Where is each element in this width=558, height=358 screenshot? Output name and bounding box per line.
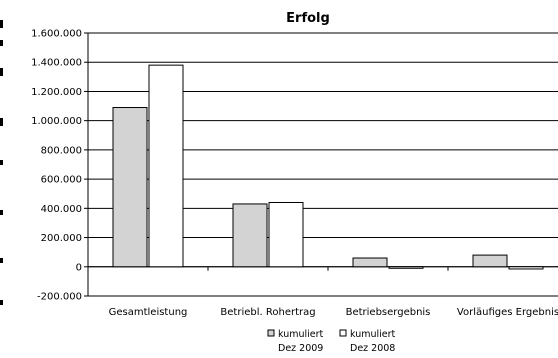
legend-label: kumuliert [278, 329, 324, 340]
legend-swatch [268, 330, 274, 336]
y-tick-label: 1.600.000 [31, 29, 82, 40]
bar [113, 108, 147, 267]
legend: kumuliert Dez 2009 kumuliert Dez 2008 [268, 329, 396, 354]
x-category-labels: Gesamtleistung Betriebl. Rohertrag Betrieb… [109, 307, 558, 318]
y-tick-label: 800.000 [41, 145, 82, 156]
y-tick-label: -200.000 [37, 292, 82, 303]
left-edge-marks [0, 20, 3, 305]
legend-label: kumuliert [350, 329, 396, 340]
chart-title: Erfolg [286, 11, 330, 26]
x-category-label: Vorläufiges Ergebnis [457, 307, 558, 318]
bars [113, 65, 543, 269]
x-category-label: Betriebl. Rohertrag [220, 307, 315, 318]
legend-swatch [340, 330, 346, 336]
x-category-label: Betriebsergebnis [346, 307, 431, 318]
legend-label: Dez 2008 [350, 343, 395, 354]
y-tick-label: 600.000 [41, 175, 82, 186]
legend-label: Dez 2009 [278, 343, 323, 354]
y-tick-label: 0 [76, 262, 82, 273]
y-tick-label: 1.000.000 [31, 116, 82, 127]
y-tick-labels: 1.600.000 1.400.000 1.200.000 1.000.000 800.… [31, 29, 82, 303]
bar [473, 255, 507, 267]
bar [353, 258, 387, 267]
y-tick-label: 1.400.000 [31, 58, 82, 69]
y-tick-label: 200.000 [41, 233, 82, 244]
bar [269, 202, 303, 266]
bar [389, 267, 423, 269]
x-category-label: Gesamtleistung [109, 307, 188, 318]
bar [149, 65, 183, 267]
bar [509, 267, 543, 269]
y-tick-label: 400.000 [41, 204, 82, 215]
bar [233, 204, 267, 267]
y-tick-label: 1.200.000 [31, 87, 82, 98]
